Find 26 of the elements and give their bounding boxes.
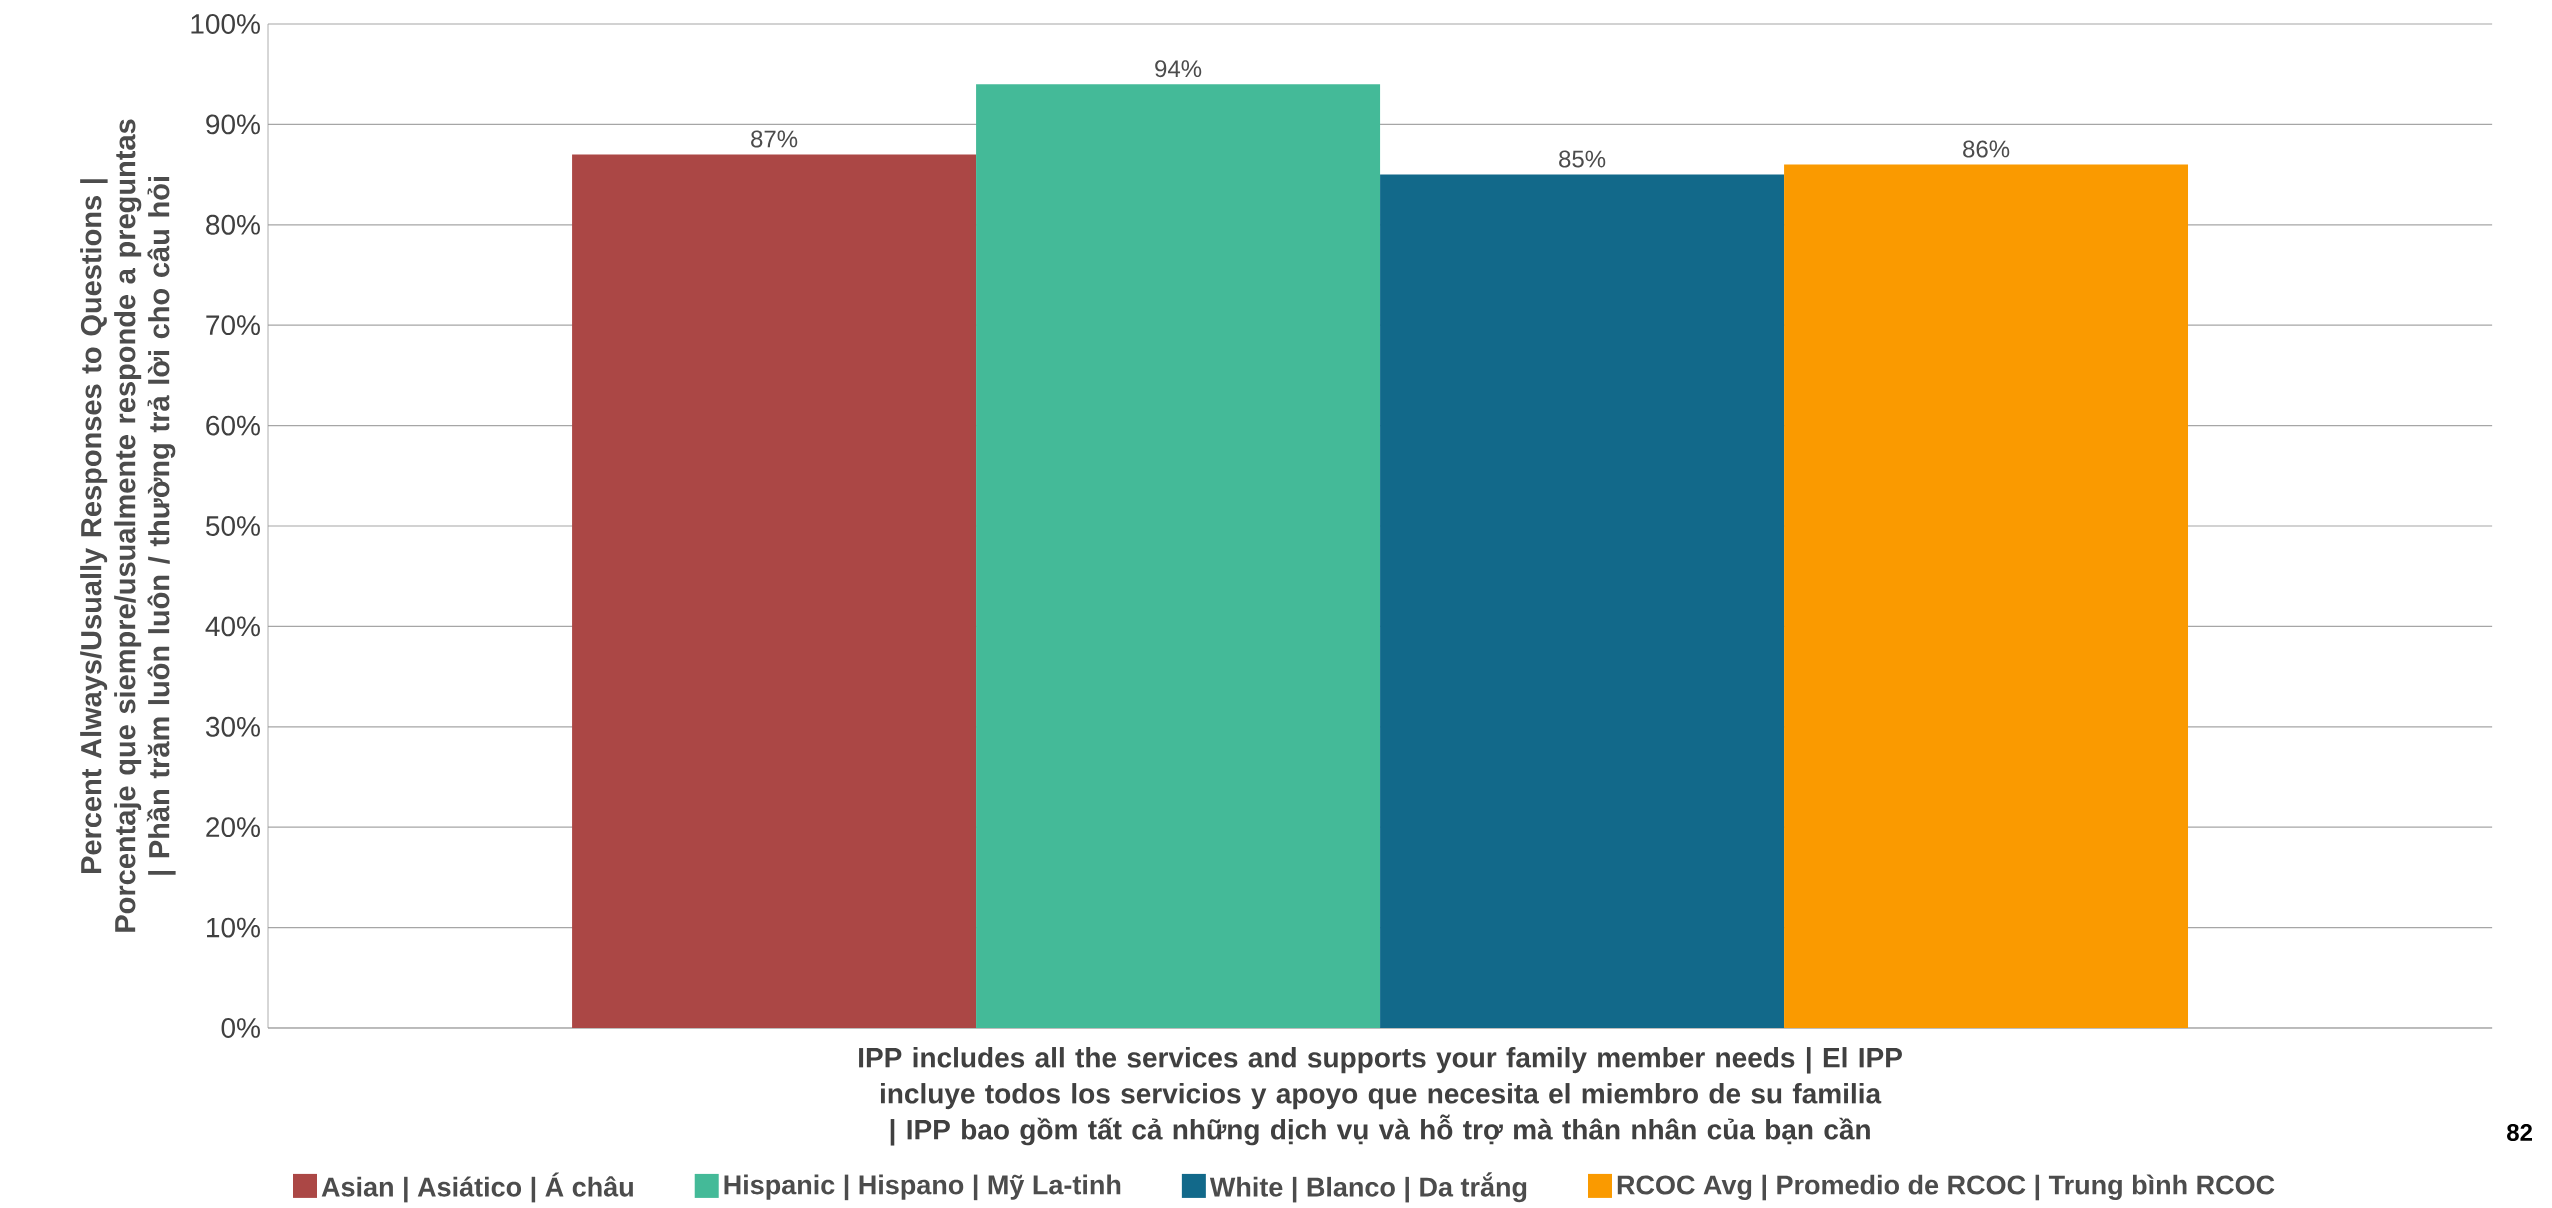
- y-tick-label: 50%: [206, 516, 260, 536]
- bar: [976, 84, 1381, 1028]
- legend-label: Asian | Asiático | Á châu: [321, 1172, 633, 1203]
- y-tick-label: 0%: [221, 1018, 260, 1038]
- bar: [572, 154, 977, 1028]
- y-tick-label: 40%: [205, 616, 260, 637]
- data-label: 86%: [1963, 140, 2010, 158]
- y-axis-title: Percent Always/Usually Responses to Questions | Porcentaje que siempre/usualmente responde a preguntas | Phần trăm luôn luôn / thường trả lời cho câu hỏi: [80, 119, 176, 932]
- data-label: 85%: [1559, 150, 1606, 168]
- y-tick-label: 70%: [206, 315, 260, 336]
- y-tick-label: 80%: [206, 214, 260, 235]
- legend-label: Hispanic | Hispano | Mỹ La-tinh: [724, 1174, 1121, 1201]
- data-label: 87%: [751, 130, 798, 148]
- legend-label: White | Blanco | Da trắng: [1209, 1172, 1527, 1203]
- data-label: 94%: [1155, 60, 1202, 78]
- bar: [1784, 164, 2189, 1028]
- legend-label: RCOC Avg | Promedio de RCOC | Trung bình RCOC: [1617, 1174, 2275, 1201]
- x-tick-label: IPP includes all the services and supports your family member needs | El IPP incluye todos los servicios y apoyo que necesita el miembro de su familia | IPP bao gồm tất cả những dịch vụ và hỗ trợ mà thân nhân của bạn cần: [859, 1047, 1902, 1146]
- y-tick-label: 60%: [206, 415, 260, 436]
- y-tick-label: 10%: [207, 917, 260, 938]
- y-tick-label: 100%: [191, 14, 260, 34]
- text: 82: [2507, 1123, 2532, 1141]
- y-tick-label: 90%: [206, 114, 260, 135]
- y-tick-label: 30%: [205, 716, 260, 737]
- y-tick-label: 20%: [206, 817, 260, 838]
- bar: [1380, 174, 1785, 1028]
